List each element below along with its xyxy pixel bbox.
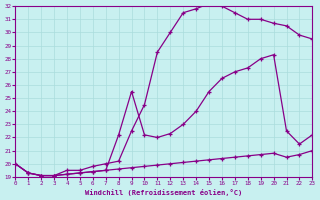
X-axis label: Windchill (Refroidissement éolien,°C): Windchill (Refroidissement éolien,°C) (85, 189, 243, 196)
